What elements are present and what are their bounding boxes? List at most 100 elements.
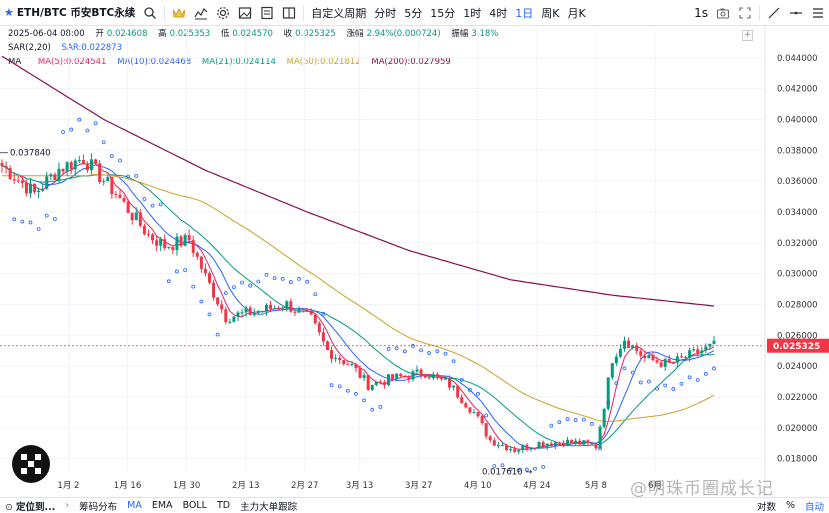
fullscreen-icon[interactable]	[734, 0, 756, 26]
crown-icon[interactable]	[168, 0, 190, 26]
camera-icon[interactable]	[712, 0, 734, 26]
candle-body	[24, 182, 28, 194]
replay-button[interactable]: 1s	[694, 5, 708, 20]
candle-body	[574, 440, 578, 443]
candle-body	[138, 212, 142, 226]
x-tick-label: 3月 13	[346, 481, 373, 491]
candle-body	[313, 314, 317, 324]
candle-body	[647, 354, 651, 358]
trendline-icon[interactable]	[763, 0, 785, 26]
candle-body	[382, 382, 386, 385]
candle-body	[395, 373, 399, 379]
candle-body	[500, 444, 504, 446]
gear-icon[interactable]	[212, 0, 234, 26]
sar-dot	[256, 279, 261, 284]
candle-body	[293, 311, 297, 313]
price-chart[interactable]: 0.025325 0.044000 0.042000 0.040000 0.03800…	[0, 26, 829, 497]
candle-body	[378, 381, 382, 383]
sar-dot	[199, 299, 204, 304]
candle-body	[98, 163, 102, 183]
logo-icon[interactable]	[12, 445, 50, 483]
candle-body	[692, 349, 696, 351]
horizontal-line-icon[interactable]	[785, 0, 807, 26]
period-4[interactable]: 1时	[463, 6, 482, 20]
candle-body	[643, 355, 647, 358]
candle-body	[61, 168, 65, 172]
candle-body	[216, 297, 220, 305]
tab-chip-distribution[interactable]: 筹码分布	[79, 501, 118, 513]
candle-body	[338, 357, 342, 361]
percent-scale-button[interactable]: %	[785, 500, 795, 511]
candle-body	[195, 252, 199, 257]
tab-td[interactable]: TD	[216, 500, 231, 511]
sar-dot	[647, 379, 651, 384]
candle-body	[220, 304, 224, 310]
sar-dot	[500, 463, 505, 468]
sar-dot	[524, 467, 529, 472]
price-axis[interactable]: 0.044000 0.042000 0.040000 0.038000 0.036000…	[764, 26, 818, 497]
template-icon[interactable]	[256, 0, 278, 26]
ma200-line	[1, 55, 715, 307]
locate-button[interactable]: ⊙ 定位到...	[0, 499, 60, 513]
candle-body	[496, 445, 500, 447]
tab-main-order-tracking[interactable]: 主力大单跟踪	[240, 501, 298, 513]
ma-row[interactable]: MA MA(5):0.024541 MA(10):0.024468 MA(21)…	[8, 55, 498, 69]
candle-body	[37, 190, 41, 192]
sar-row[interactable]: SAR(2,20) SAR:0.022873	[8, 41, 498, 55]
sar-dot	[166, 279, 171, 284]
period-3[interactable]: 15分	[430, 6, 456, 20]
period-1[interactable]: 分时	[374, 6, 397, 20]
period-6[interactable]: 1日	[515, 6, 534, 20]
candle-body	[106, 177, 110, 182]
candle-body	[622, 340, 626, 349]
period-2[interactable]: 5分	[404, 6, 423, 20]
period-5[interactable]: 4时	[489, 6, 508, 20]
sar-dot	[638, 380, 643, 385]
sar-dot	[223, 291, 228, 295]
y-tick-label: 0.042000	[777, 85, 818, 95]
tab-ma[interactable]: MA	[127, 500, 142, 511]
star-icon[interactable]: ★	[4, 6, 14, 19]
image-icon[interactable]	[234, 0, 256, 26]
chevron-right-icon[interactable]: ›	[65, 500, 70, 511]
legend-collapse-icon[interactable]: +	[742, 30, 753, 41]
candle-body	[228, 321, 232, 323]
sar-dot	[44, 213, 49, 218]
time-axis[interactable]: 1月 2 1月 16 1月 30 2月 13 2月 27 3月 13 3月 27 4月 10 4…	[57, 481, 662, 491]
high-label: 高	[158, 29, 167, 39]
sar-dot	[557, 420, 562, 425]
candle-body	[317, 323, 321, 333]
x-tick-label: 2月 13	[232, 481, 259, 491]
period-8[interactable]: 月K	[567, 6, 586, 20]
sar-dot	[614, 381, 619, 386]
candle-body	[533, 448, 537, 450]
candle-body	[16, 180, 20, 182]
ma21-value: MA(21):0.024114	[201, 57, 276, 67]
custom-period-button[interactable]: 自定义周期	[311, 6, 367, 20]
menu-icon[interactable]	[807, 0, 829, 26]
candle-body	[346, 364, 350, 366]
candle-body	[610, 363, 614, 378]
symbol-button[interactable]: ★ ETH/BTC 币安BTC永续	[0, 0, 139, 26]
candle-body	[525, 444, 529, 450]
candle-body	[33, 183, 37, 192]
auto-scale-button[interactable]: 自动	[804, 501, 824, 513]
candle-body	[73, 160, 77, 170]
ma10-line	[1, 164, 715, 449]
candle-body	[537, 442, 541, 449]
search-icon[interactable]	[139, 0, 161, 26]
candle-body	[285, 301, 289, 309]
y-tick-label: 0.022000	[777, 393, 818, 403]
sar-dot	[232, 285, 236, 290]
indicator-icon[interactable]	[190, 0, 212, 26]
candle-body	[403, 375, 407, 377]
tab-boll[interactable]: BOLL	[182, 500, 207, 511]
period-7[interactable]: 周K	[541, 6, 560, 20]
candle-body	[488, 436, 492, 441]
log-scale-button[interactable]: 对数	[756, 501, 776, 513]
sar-dot	[20, 219, 25, 224]
layout-icon[interactable]	[278, 0, 300, 26]
tab-ema[interactable]: EMA	[151, 500, 173, 511]
candle-body	[175, 236, 179, 251]
sar-dot	[712, 366, 716, 371]
